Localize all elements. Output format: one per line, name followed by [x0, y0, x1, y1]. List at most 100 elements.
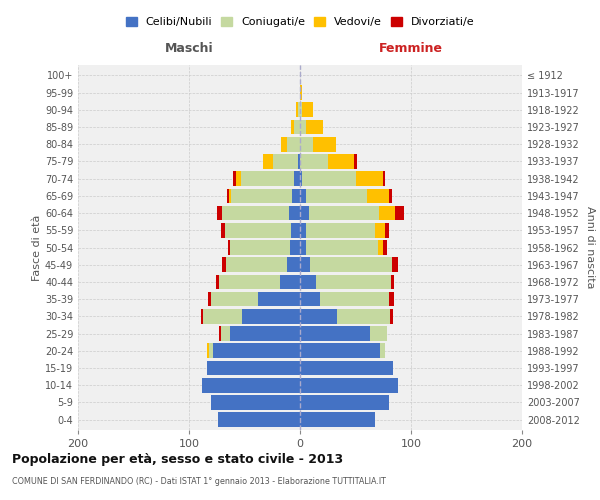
Bar — [209, 344, 214, 358]
Bar — [241, 172, 295, 186]
Bar — [310, 258, 392, 272]
Bar — [201, 309, 203, 324]
Bar — [300, 102, 302, 117]
Bar — [300, 274, 316, 289]
Bar — [389, 292, 394, 306]
Bar — [227, 188, 229, 203]
Bar — [222, 258, 226, 272]
Bar — [214, 344, 300, 358]
Bar — [367, 188, 389, 203]
Bar — [385, 223, 389, 238]
Bar — [389, 188, 392, 203]
Bar — [300, 206, 309, 220]
Y-axis label: Anni di nascita: Anni di nascita — [585, 206, 595, 289]
Bar — [300, 85, 302, 100]
Bar — [316, 274, 391, 289]
Bar — [242, 309, 300, 324]
Bar — [231, 188, 292, 203]
Bar — [219, 274, 280, 289]
Bar — [226, 258, 287, 272]
Text: COMUNE DI SAN FERDINANDO (RC) - Dati ISTAT 1° gennaio 2013 - Elaborazione TUTTIT: COMUNE DI SAN FERDINANDO (RC) - Dati IST… — [12, 478, 386, 486]
Bar — [328, 154, 355, 168]
Bar — [280, 274, 300, 289]
Bar — [300, 412, 376, 427]
Bar — [221, 326, 230, 341]
Bar — [379, 206, 395, 220]
Bar — [207, 360, 300, 376]
Bar — [300, 395, 389, 410]
Bar — [202, 378, 300, 392]
Bar — [221, 223, 224, 238]
Bar — [355, 172, 383, 186]
Bar — [203, 309, 242, 324]
Y-axis label: Fasce di età: Fasce di età — [32, 214, 42, 280]
Bar — [300, 344, 380, 358]
Text: Maschi: Maschi — [164, 42, 214, 54]
Bar — [290, 240, 300, 255]
Bar — [380, 344, 385, 358]
Bar — [300, 309, 337, 324]
Bar — [300, 378, 398, 392]
Bar — [287, 258, 300, 272]
Bar — [391, 274, 394, 289]
Bar — [383, 240, 386, 255]
Bar — [395, 206, 404, 220]
Bar — [300, 240, 305, 255]
Bar — [298, 154, 300, 168]
Bar — [289, 206, 300, 220]
Bar — [291, 120, 295, 134]
Bar — [370, 326, 386, 341]
Bar — [300, 172, 302, 186]
Bar — [298, 102, 300, 117]
Bar — [217, 206, 223, 220]
Bar — [390, 309, 393, 324]
Bar — [305, 223, 376, 238]
Bar — [291, 223, 300, 238]
Bar — [222, 206, 289, 220]
Bar — [302, 172, 355, 186]
Text: Popolazione per età, sesso e stato civile - 2013: Popolazione per età, sesso e stato civil… — [12, 452, 343, 466]
Bar — [313, 137, 335, 152]
Text: Femmine: Femmine — [379, 42, 443, 54]
Bar — [292, 188, 300, 203]
Bar — [274, 154, 298, 168]
Bar — [211, 395, 300, 410]
Bar — [287, 137, 300, 152]
Bar — [229, 188, 231, 203]
Bar — [300, 326, 370, 341]
Bar — [305, 120, 323, 134]
Bar — [295, 172, 300, 186]
Bar — [207, 344, 209, 358]
Bar — [296, 102, 298, 117]
Bar — [211, 292, 258, 306]
Bar — [337, 309, 390, 324]
Bar — [305, 188, 367, 203]
Bar — [218, 412, 300, 427]
Bar — [281, 137, 287, 152]
Bar — [378, 240, 383, 255]
Bar — [355, 154, 356, 168]
Bar — [230, 240, 290, 255]
Bar — [208, 292, 211, 306]
Bar — [320, 292, 389, 306]
Bar — [295, 120, 300, 134]
Bar — [300, 223, 305, 238]
Bar — [300, 360, 393, 376]
Bar — [300, 188, 305, 203]
Bar — [230, 326, 300, 341]
Bar — [300, 137, 313, 152]
Bar — [383, 172, 385, 186]
Bar — [305, 240, 378, 255]
Bar — [258, 292, 300, 306]
Bar — [300, 292, 320, 306]
Legend: Celibi/Nubili, Coniugati/e, Vedovi/e, Divorziati/e: Celibi/Nubili, Coniugati/e, Vedovi/e, Di… — [121, 12, 479, 32]
Bar — [224, 223, 291, 238]
Bar — [300, 154, 328, 168]
Bar — [376, 223, 385, 238]
Bar — [219, 326, 221, 341]
Bar — [309, 206, 379, 220]
Bar — [233, 172, 236, 186]
Bar — [300, 258, 310, 272]
Bar — [300, 120, 305, 134]
Bar — [392, 258, 398, 272]
